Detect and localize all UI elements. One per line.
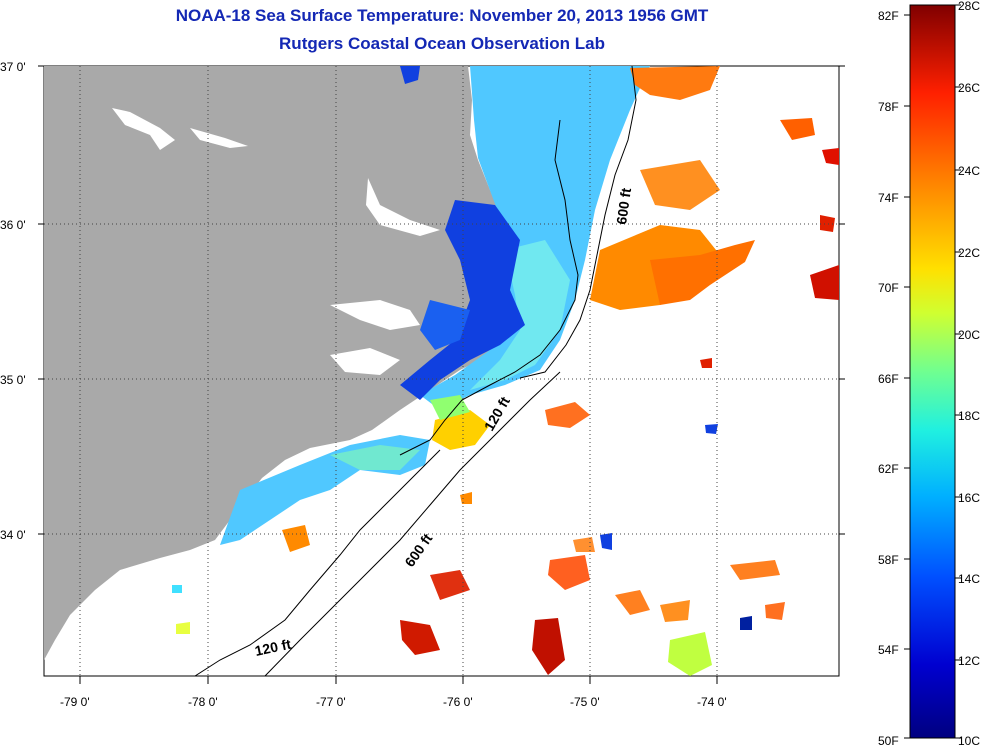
sst-patch [430, 570, 470, 600]
sst-patch [330, 445, 420, 470]
sst-patch [400, 66, 420, 84]
lon-label: -75 0' [570, 695, 600, 709]
colorbar-c-label: 14C [958, 572, 980, 586]
colorbar-f-label: 50F [878, 734, 899, 748]
sst-patch [432, 410, 490, 450]
sst-patch [282, 525, 310, 552]
colorbar-c-label: 18C [958, 409, 980, 423]
sst-patch [640, 160, 720, 210]
sst-patch [660, 600, 690, 622]
colorbar-f-label: 70F [878, 281, 899, 295]
lat-label: 36 0' [0, 218, 26, 232]
lon-label: -77 0' [316, 695, 346, 709]
colorbar-f-label: 82F [878, 9, 899, 23]
colorbar-c-label: 12C [958, 654, 980, 668]
lon-label: -79 0' [60, 695, 90, 709]
sst-patch [400, 200, 525, 400]
sst-patch [615, 590, 650, 615]
colorbar-f-label: 58F [878, 553, 899, 567]
colorbar-c-label: 10C [958, 734, 980, 748]
sst-patch [573, 537, 595, 552]
contour-label-600ft-north: 600 ft [613, 187, 634, 226]
lon-label: -76 0' [443, 695, 473, 709]
inland-water [330, 300, 420, 330]
colorbar-c-label: 24C [958, 164, 980, 178]
sst-patch [668, 632, 712, 676]
colorbar-c-label: 20C [958, 328, 980, 342]
map-title: NOAA-18 Sea Surface Temperature: Novembe… [175, 6, 709, 25]
lon-label: -78 0' [188, 695, 218, 709]
colorbar-f-label: 66F [878, 372, 899, 386]
sst-patch [420, 66, 650, 410]
sst-patch [548, 555, 590, 590]
colorbar-f-label: 54F [878, 643, 899, 657]
contour-120ft-north [399, 119, 579, 456]
inland-water [190, 128, 248, 148]
sst-patch [822, 148, 839, 165]
sst-patch [630, 66, 720, 100]
lat-axis [38, 65, 845, 535]
lon-axis [79, 676, 718, 684]
sst-patch [705, 424, 718, 434]
colorbar-f-label: 62F [878, 462, 899, 476]
lat-label: 35 0' [0, 373, 26, 387]
sst-patch [430, 395, 470, 420]
sst-patch [420, 300, 470, 350]
sst-field [172, 66, 839, 676]
colorbar-ticks [904, 4, 961, 739]
colorbar [909, 4, 956, 739]
sst-patch [765, 602, 785, 620]
colorbar-c-label: 28C [958, 0, 980, 13]
lon-label: -74 0' [697, 695, 727, 709]
contour-600ft-south [264, 371, 561, 676]
colorbar-c-label: 16C [958, 491, 980, 505]
sst-patch [730, 560, 780, 580]
sst-patch [650, 240, 755, 305]
sst-patch [400, 620, 440, 655]
sst-patch [780, 118, 815, 140]
sst-patch [740, 616, 752, 630]
contour-600ft-north [519, 66, 637, 379]
sst-patch [810, 265, 839, 300]
sst-patch [172, 585, 182, 593]
sst-patch [545, 402, 590, 428]
colorbar-c-label: 22C [958, 246, 980, 260]
map-layers [44, 66, 839, 676]
map-subtitle: Rutgers Coastal Ocean Observation Lab [279, 34, 605, 53]
contour-120ft-south [194, 449, 441, 676]
colorbar-f-label: 74F [878, 191, 899, 205]
lat-label: 37 0' [0, 60, 26, 74]
contour-label-120ft-south: 120 ft [253, 636, 292, 659]
lat-label: 34 0' [0, 528, 26, 542]
sst-patch [532, 618, 565, 675]
sst-patch [176, 622, 190, 634]
sst-patch [820, 215, 835, 232]
inland-water [330, 348, 400, 375]
colorbar-c-label: 26C [958, 81, 980, 95]
sst-patch [700, 358, 712, 368]
inland-water [112, 108, 175, 150]
sst-patch [600, 533, 612, 550]
colorbar-f-label: 78F [878, 100, 899, 114]
graticule [44, 66, 839, 676]
inland-water [366, 178, 440, 236]
